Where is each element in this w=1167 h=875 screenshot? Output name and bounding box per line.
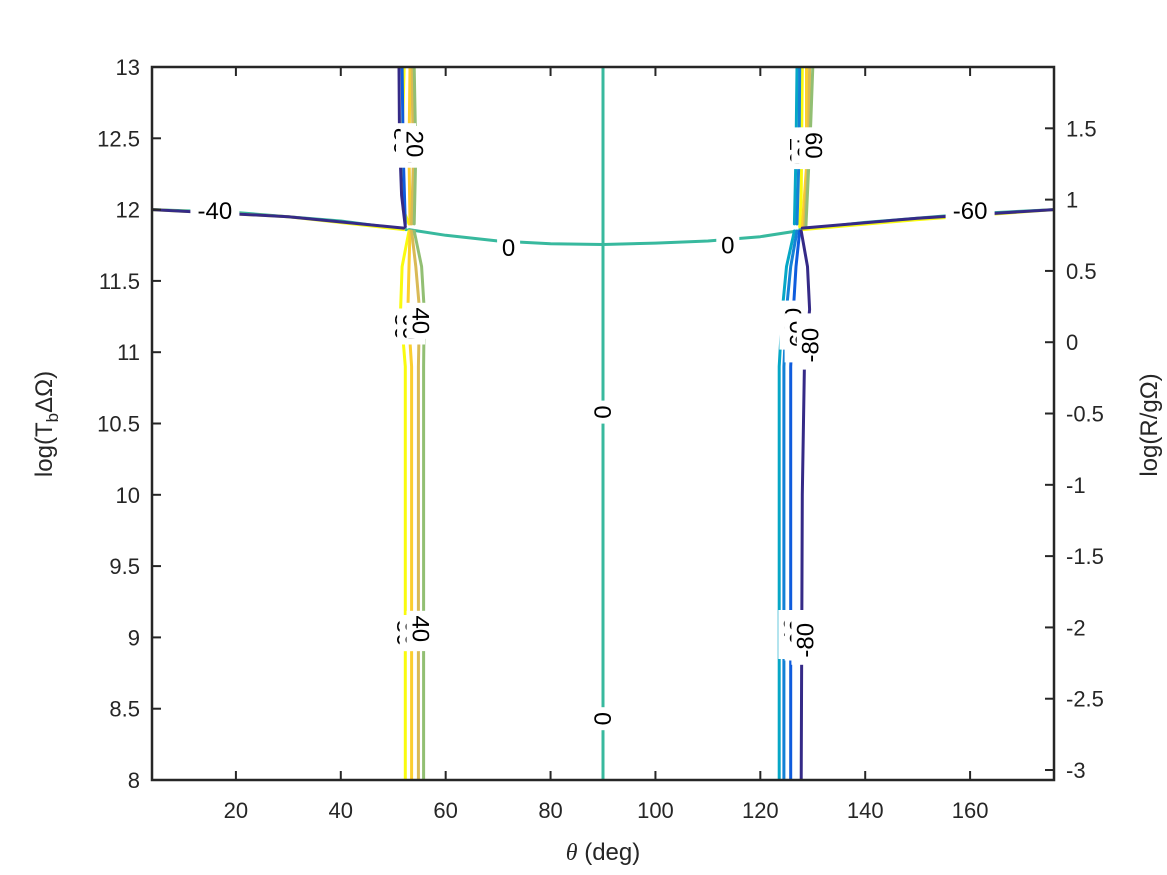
contour-label-group: 40 bbox=[406, 302, 435, 339]
contour-label-bg bbox=[799, 127, 828, 164]
y-tick-label: 12.5 bbox=[97, 126, 140, 151]
contour-label-bg bbox=[791, 615, 820, 665]
contour-label-bg bbox=[400, 126, 429, 162]
contour-label-bg bbox=[589, 707, 617, 731]
y-right-tick-label: -1 bbox=[1066, 473, 1086, 498]
contour-label-bg bbox=[406, 302, 435, 339]
contour-label-layer: 0000-40-60806020806040806040204060-20-60… bbox=[190, 123, 995, 731]
contour-line-level-80-seg-4 bbox=[798, 67, 804, 229]
y-tick-label: 9.5 bbox=[109, 554, 140, 579]
contour-label-group: 40 bbox=[406, 610, 435, 647]
y-right-tick-label: -3 bbox=[1066, 758, 1086, 783]
contour-label: -80 bbox=[792, 623, 819, 658]
contour-label: 40 bbox=[407, 615, 434, 642]
x-tick-label: 20 bbox=[224, 798, 248, 823]
y-right-tick-label: -2 bbox=[1066, 615, 1086, 640]
contour-label: -80 bbox=[798, 328, 825, 363]
contour-label-group: -80 bbox=[791, 615, 820, 665]
y-tick-label: 13 bbox=[116, 55, 140, 80]
x-tick-label: 160 bbox=[952, 798, 989, 823]
contour-label-group: 60 bbox=[799, 127, 828, 164]
contour-label: 40 bbox=[407, 307, 434, 334]
contour-label-group: 0 bbox=[589, 400, 617, 424]
y-right-tick-label: -2.5 bbox=[1066, 687, 1104, 712]
contour-label-group: -40 bbox=[190, 197, 240, 225]
contour-line-level--80-seg-3 bbox=[800, 208, 1054, 230]
axes-layer: 20 40 60 80 100 120 140 16088.599.51010.51111.5… bbox=[97, 55, 1104, 823]
y-tick-label: 11.5 bbox=[99, 269, 140, 294]
contour-label: -40 bbox=[198, 198, 233, 225]
y-right-tick-label: -0.5 bbox=[1066, 402, 1104, 427]
contour-line-level-20-seg-2 bbox=[804, 67, 815, 229]
y-right-tick-label: 1.5 bbox=[1066, 116, 1097, 141]
x-tick-label: 60 bbox=[433, 798, 457, 823]
contour-label: 60 bbox=[799, 132, 826, 159]
contour-label-bg bbox=[945, 197, 995, 225]
contour-label-bg bbox=[589, 400, 617, 424]
contour-label-bg bbox=[716, 231, 740, 260]
contour-label-group: 0 bbox=[716, 231, 740, 260]
contour-label-group: -60 bbox=[945, 197, 995, 225]
x-tick-label: 80 bbox=[538, 798, 562, 823]
contour-label: 0 bbox=[721, 232, 734, 259]
y-right-tick-label: 0.5 bbox=[1066, 259, 1097, 284]
y-tick-label: 9 bbox=[128, 625, 140, 650]
y-right-tick-label: 1 bbox=[1066, 188, 1078, 213]
y-tick-label: 11 bbox=[117, 340, 140, 365]
contour-label-group: -80 bbox=[796, 320, 825, 370]
y-tick-label: 12 bbox=[116, 198, 140, 223]
contour-label-bg bbox=[796, 320, 825, 370]
contour-label: -60 bbox=[953, 198, 988, 225]
contour-label: 0 bbox=[590, 712, 617, 725]
y-tick-label: 10.5 bbox=[97, 412, 140, 437]
x-axis-label: θ (deg) bbox=[566, 839, 641, 866]
contour-label-group: 0 bbox=[589, 707, 617, 731]
contour-label: 0 bbox=[590, 405, 617, 418]
y-right-tick-label: -1.5 bbox=[1066, 544, 1104, 569]
contour-label: 0 bbox=[502, 235, 515, 262]
x-tick-label: 100 bbox=[637, 798, 674, 823]
y-right-tick-label: 0 bbox=[1066, 330, 1078, 355]
contour-label-bg bbox=[190, 197, 240, 225]
x-tick-label: 120 bbox=[742, 798, 779, 823]
y-tick-label: 10 bbox=[116, 483, 140, 508]
y-axis-label: log(TbΔΩ) bbox=[31, 371, 62, 477]
x-tick-label: 40 bbox=[329, 798, 353, 823]
contour-label: 20 bbox=[401, 131, 428, 158]
y-tick-label: 8.5 bbox=[109, 697, 140, 722]
contour-label-bg bbox=[497, 234, 521, 263]
y-tick-label: 8 bbox=[128, 768, 140, 793]
y-axis-right-label: log(R/gΩ) bbox=[1136, 373, 1163, 476]
contour-label-bg bbox=[406, 610, 435, 647]
contour-label-group: 20 bbox=[400, 126, 429, 162]
contour-label-group: 0 bbox=[497, 234, 521, 263]
x-tick-label: 140 bbox=[847, 798, 884, 823]
